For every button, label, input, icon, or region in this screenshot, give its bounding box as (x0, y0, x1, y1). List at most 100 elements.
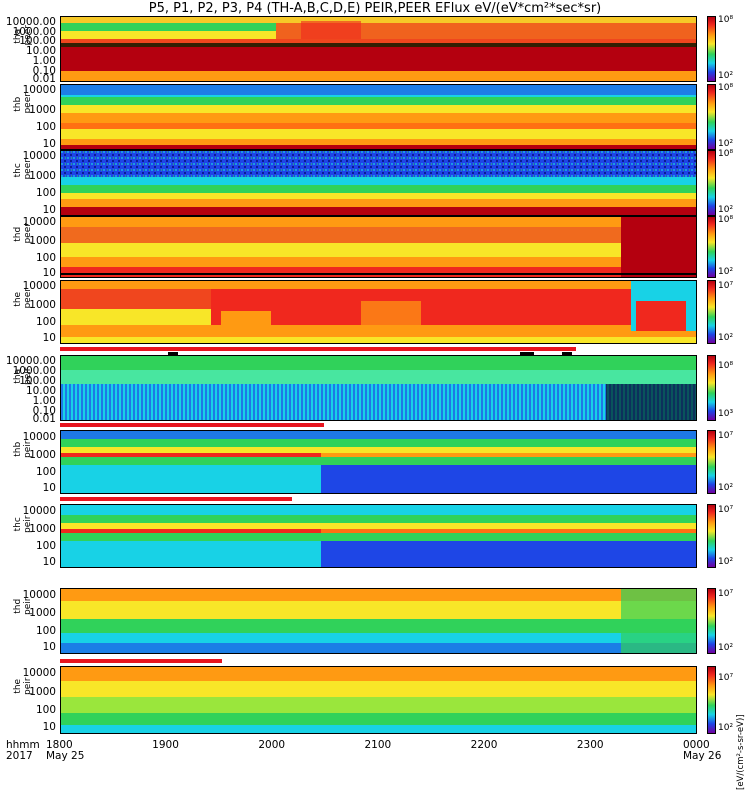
spectrogram-image (61, 17, 696, 81)
cbar-tick: 10⁸ (718, 83, 734, 93)
y-tick: 1000 (29, 299, 56, 311)
y-tick: 100 (35, 466, 56, 478)
x-axis-label-hhmm: hhmm (6, 739, 40, 751)
x-tick-label: 2200 (470, 739, 498, 751)
cbar-tick: 10⁷ (718, 431, 734, 441)
y-tick: 100 (35, 704, 56, 716)
spectrogram-the-peer (60, 280, 697, 344)
y-tick: 10000.00 (5, 16, 56, 28)
y-tick: 10000 (22, 667, 56, 679)
chart-title: P5, P1, P2, P3, P4 (TH-A,B,C,D,E) PEIR,P… (148, 1, 602, 16)
y-tick: 10 (42, 482, 56, 494)
colorbar-thd-peir (707, 588, 716, 654)
spectrogram-image (61, 505, 696, 567)
y-tick: 100.00 (19, 35, 56, 47)
y-tick: 10 (42, 204, 56, 216)
spectrogram-image (61, 217, 696, 277)
y-tick: 10 (42, 556, 56, 568)
x-tick-label: 1800 (46, 739, 73, 751)
y-tick: 0.01 (32, 73, 56, 85)
y-tick: 1000 (29, 235, 56, 247)
cbar-tick: 10⁷ (718, 673, 734, 683)
spectrogram-image (61, 356, 696, 420)
spectrogram-tha-peir (60, 355, 697, 421)
flag-bar-black (168, 352, 178, 355)
y-tick: 1000 (29, 170, 56, 182)
cbar-tick: 10⁷ (718, 589, 734, 599)
cbar-tick: 10² (718, 71, 734, 81)
cbar-tick: 10⁸ (718, 149, 734, 159)
y-tick: 10000 (22, 280, 56, 292)
colorbar-the-peer (707, 280, 716, 344)
y-tick: 0.01 (32, 413, 56, 425)
cbar-tick: 10² (718, 723, 734, 733)
spectrogram-image (61, 431, 696, 493)
y-tick: 10000 (22, 84, 56, 96)
y-tick: 0.10 (32, 65, 56, 77)
x-tick-label: 2000 (258, 739, 286, 751)
y-tick: 0.10 (32, 405, 56, 417)
y-tick: 10 (42, 641, 56, 653)
cbar-tick: 10² (718, 267, 734, 277)
cbar-tick: 10² (718, 333, 734, 343)
cbar-tick: 10⁷ (718, 505, 734, 515)
flag-bar (60, 659, 222, 663)
colorbar-thd-peer (707, 216, 716, 278)
spectrogram-the-peir (60, 666, 697, 734)
y-tick: 10 (42, 332, 56, 344)
y-tick: 10000 (22, 150, 56, 162)
y-tick: 1000 (29, 104, 56, 116)
y-tick: 100 (35, 121, 56, 133)
spectrogram-thc-peir (60, 504, 697, 568)
cbar-tick: 10² (718, 139, 734, 149)
y-tick: 1000 (29, 686, 56, 698)
y-tick: 10 (42, 138, 56, 150)
cbar-tick: 10² (718, 643, 734, 653)
colorbar-tha-peer (707, 16, 716, 82)
x-tick-sublabel: May 25 (46, 750, 85, 762)
x-tick-sublabel: May 26 (683, 750, 722, 762)
x-tick-label: 2300 (576, 739, 604, 751)
cbar-tick: 10² (718, 483, 734, 493)
y-tick: 100 (35, 187, 56, 199)
y-tick: 100 (35, 252, 56, 264)
x-axis-label-year: 2017 (6, 750, 33, 762)
colorbar-thb-peir (707, 430, 716, 494)
flag-bar (60, 497, 292, 501)
cbar-tick: 10⁷ (718, 281, 734, 291)
spectrogram-image (61, 281, 696, 343)
cbar-tick: 10⁸ (718, 15, 734, 25)
colorbar-title: [eV/(cm²-s-sr-eV)] (736, 714, 746, 790)
colorbar-tha-peir (707, 355, 716, 421)
cbar-tick: 10² (718, 557, 734, 567)
colorbar-thc-peir (707, 504, 716, 568)
y-tick: 100 (35, 316, 56, 328)
cbar-tick: 10⁸ (718, 215, 734, 225)
y-tick: 1000.00 (12, 365, 56, 377)
x-tick-label: 0000 (683, 739, 710, 751)
spectrogram-image (61, 589, 696, 653)
y-tick: 10 (42, 721, 56, 733)
y-tick: 10000 (22, 505, 56, 517)
spectrogram-thb-peir (60, 430, 697, 494)
y-tick: 1.00 (32, 395, 56, 407)
spectrogram-tha-peer (60, 16, 697, 82)
spectrogram-thd-peer (60, 216, 697, 278)
y-tick: 1000 (29, 449, 56, 461)
spectrogram-image (61, 667, 696, 733)
y-tick: 10000.00 (5, 355, 56, 367)
y-tick: 100.00 (19, 375, 56, 387)
cbar-tick: 10³ (718, 409, 734, 419)
spectrogram-image (61, 85, 696, 149)
y-tick: 1.00 (32, 55, 56, 67)
y-tick: 10 (42, 267, 56, 279)
cbar-tick: 10² (718, 205, 734, 215)
spectrogram-thc-peer (60, 150, 697, 216)
y-tick: 100 (35, 540, 56, 552)
x-tick-label: 1900 (152, 739, 179, 751)
y-tick: 1000 (29, 607, 56, 619)
spectrogram-image (61, 151, 696, 215)
y-tick: 10.00 (25, 45, 56, 57)
spectrogram-thb-peer (60, 84, 697, 150)
flag-bar (60, 347, 576, 351)
